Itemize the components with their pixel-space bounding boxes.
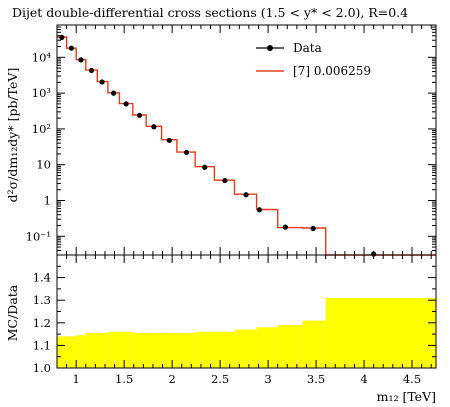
x-axis-ticks-top <box>56 25 432 255</box>
data-point <box>123 101 129 107</box>
ratio-band-bin <box>256 327 278 368</box>
y-tick-label: 10⁻¹ <box>26 229 51 243</box>
data-point <box>136 112 143 118</box>
data-point <box>310 225 316 232</box>
data-points-series <box>59 34 377 257</box>
data-point <box>166 137 172 143</box>
ratio-y-tick-label: 1.3 <box>33 293 51 307</box>
legend-data-label: Data <box>293 41 322 55</box>
ratio-band-bin <box>85 332 108 368</box>
data-point <box>78 57 84 63</box>
data-point <box>202 164 208 170</box>
ratio-band-bin <box>76 335 86 368</box>
y-tick-label: 10² <box>32 122 51 136</box>
ratio-band-bin <box>195 331 235 368</box>
x-tick-label: 4.5 <box>403 372 421 386</box>
mc-step-line <box>57 36 436 256</box>
ratio-band-bin <box>277 325 303 368</box>
data-point <box>88 67 95 74</box>
data-point <box>59 34 65 41</box>
ratio-band-bin <box>107 331 133 368</box>
data-point <box>99 79 105 85</box>
ratio-band-bin <box>132 332 162 368</box>
legend-data-marker <box>267 45 273 51</box>
ratio-band-bin <box>325 297 436 368</box>
ratio-plot: 1.0 1.1 1.2 1.3 1.4 1 1.5 2 2.5 3 3.5 4 4.5 <box>33 254 437 386</box>
data-point <box>256 207 263 213</box>
ratio-band-bin <box>234 329 257 368</box>
chart-title: Dijet double-differential cross sections… <box>12 5 408 20</box>
data-point <box>68 45 74 51</box>
ratio-y-tick-label: 1.4 <box>33 271 51 285</box>
y-axis-ticks: 10⁻¹ 1 10 10² 10³ 10⁴ <box>26 24 436 256</box>
data-point <box>243 192 249 198</box>
y-tick-label: 10³ <box>32 86 52 100</box>
mc-step-series <box>57 36 436 256</box>
ratio-plot-frame <box>56 254 437 369</box>
x-tick-label: 2.5 <box>211 372 229 386</box>
ratio-y-tick-label: 1.1 <box>33 338 51 352</box>
main-y-axis-label: d²σ/dm₁₂dy* [pb/TeV] <box>5 68 20 203</box>
x-tick-label: 1 <box>73 372 80 386</box>
ratio-y-tick-label: 1.0 <box>33 361 51 375</box>
ratio-y-axis-ticks: 1.0 1.1 1.2 1.3 1.4 <box>33 265 436 375</box>
x-tick-label: 3.5 <box>307 372 325 386</box>
x-tick-label: 3 <box>264 372 271 386</box>
legend-mc-label: [7] 0.006259 <box>293 64 371 78</box>
legend: Data [7] 0.006259 <box>256 41 371 78</box>
x-tick-label: 1.5 <box>115 372 133 386</box>
x-tick-label: 2 <box>168 372 175 386</box>
main-plot-frame <box>56 24 437 256</box>
data-point <box>222 177 228 184</box>
ratio-band-bin <box>57 336 77 368</box>
x-axis-label: m₁₂ [TeV] <box>377 389 436 404</box>
x-tick-label: 4 <box>360 372 367 386</box>
main-plot: 10⁻¹ 1 10 10² 10³ 10⁴ <box>26 24 437 257</box>
data-point <box>111 90 117 96</box>
y-tick-label: 1 <box>44 193 51 207</box>
ratio-band-bin <box>161 332 196 368</box>
data-point <box>282 224 288 230</box>
data-point <box>151 124 157 130</box>
ratio-band-bin <box>302 320 326 368</box>
data-point <box>183 149 190 156</box>
ratio-y-axis-label: MC/Data <box>5 284 20 341</box>
y-tick-label: 10 <box>36 158 51 172</box>
ratio-band <box>57 297 436 368</box>
y-tick-label: 10⁴ <box>32 50 52 64</box>
x-axis-ticks: 1 1.5 2 2.5 3 3.5 4 4.5 <box>56 255 432 386</box>
ratio-y-tick-label: 1.2 <box>33 316 51 330</box>
